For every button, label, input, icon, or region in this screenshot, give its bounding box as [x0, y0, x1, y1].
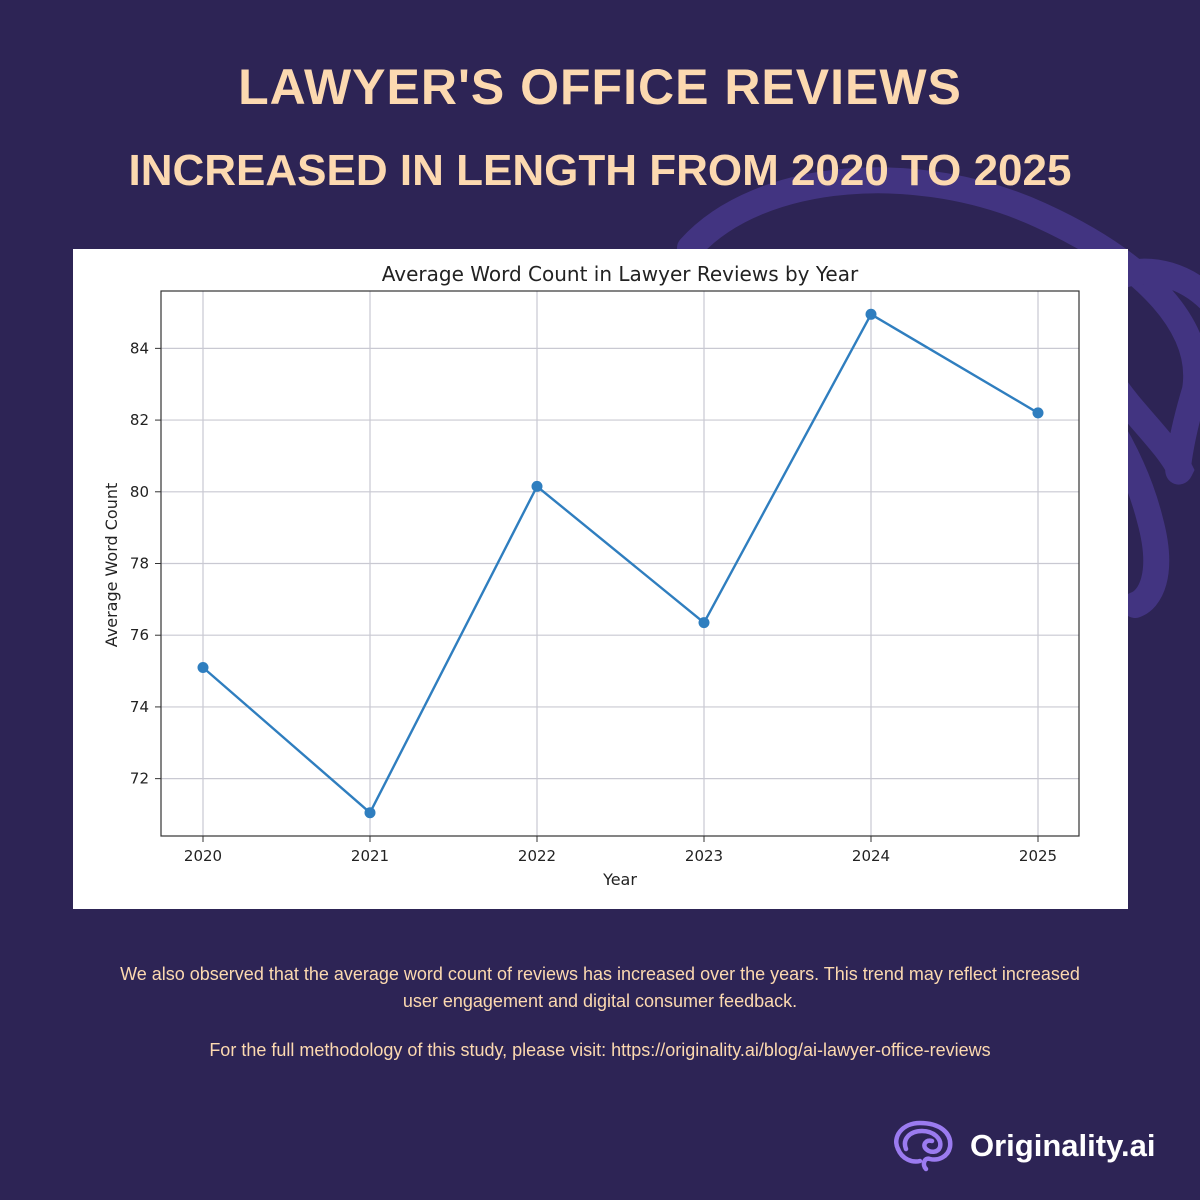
page-title: LAWYER'S OFFICE REVIEWS — [238, 59, 962, 115]
chart-ticks: 2020 2021 2022 2023 2024 2025 72 74 76 78 80 82 84 — [130, 339, 1057, 865]
data-point — [364, 807, 376, 819]
data-point — [197, 661, 209, 673]
brain-icon — [894, 1120, 953, 1172]
x-axis-label: Year — [602, 870, 637, 889]
line-chart: 2020 2021 2022 2023 2024 2025 72 74 76 78 80 82 84 A… — [102, 262, 1080, 889]
chart-card: 2020 2021 2022 2023 2024 2025 72 74 76 78 80 82 84 A… — [73, 249, 1128, 909]
brand-logo: Originality.ai — [890, 1118, 1180, 1174]
x-tick-label: 2022 — [518, 847, 556, 865]
x-tick-label: 2025 — [1019, 847, 1057, 865]
chart-title: Average Word Count in Lawyer Reviews by … — [382, 262, 859, 286]
methodology-text: For the full methodology of this study, … — [209, 1040, 991, 1060]
data-point — [531, 480, 543, 492]
y-tick-label: 80 — [130, 483, 149, 501]
page-subtitle: INCREASED IN LENGTH FROM 2020 TO 2025 — [128, 146, 1072, 195]
x-tick-label: 2024 — [852, 847, 890, 865]
y-tick-label: 82 — [130, 411, 149, 429]
data-point — [698, 617, 710, 629]
y-tick-label: 84 — [130, 339, 149, 357]
x-tick-label: 2020 — [184, 847, 222, 865]
x-tick-label: 2023 — [685, 847, 723, 865]
chart-series — [197, 308, 1044, 819]
chart-grid — [161, 291, 1079, 836]
data-point — [865, 308, 877, 320]
data-point — [1032, 407, 1044, 419]
y-tick-label: 72 — [130, 770, 149, 788]
description-text: We also observed that the average word c… — [120, 964, 1080, 1011]
series-line — [202, 313, 1039, 814]
y-axis-label: Average Word Count — [102, 483, 121, 648]
brand-name: Originality.ai — [970, 1128, 1156, 1163]
y-tick-label: 76 — [130, 626, 149, 644]
y-tick-label: 78 — [130, 555, 149, 573]
x-tick-label: 2021 — [351, 847, 389, 865]
y-tick-label: 74 — [130, 698, 149, 716]
